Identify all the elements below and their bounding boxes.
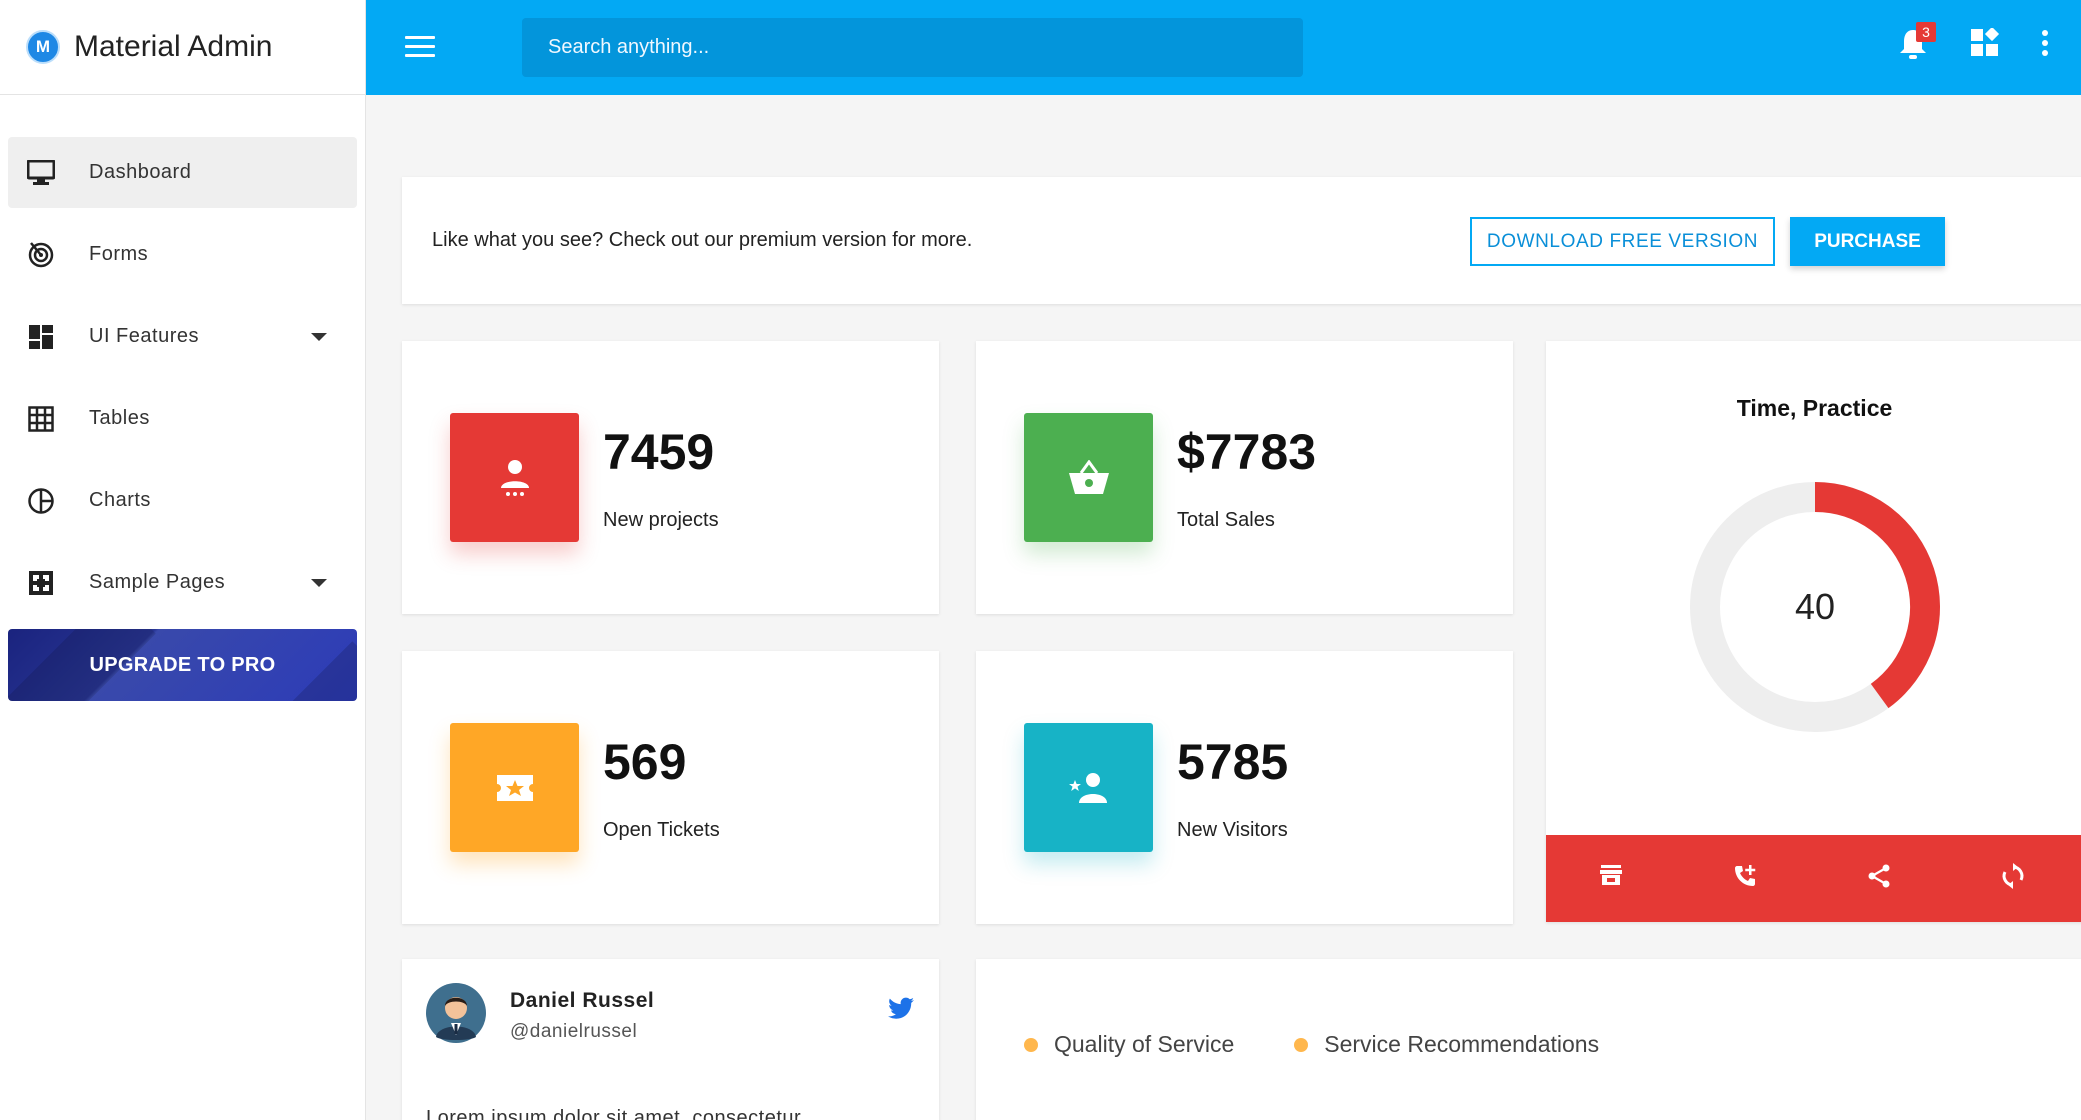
- legend-dot: [1024, 1037, 1038, 1052]
- sidebar-item-tables[interactable]: Tables: [8, 383, 357, 454]
- sidebar-item-label: Charts: [89, 489, 151, 511]
- basket-icon: [1024, 413, 1153, 542]
- stat-value: 5785: [1177, 734, 1289, 790]
- stat-label: New Visitors: [1177, 819, 1288, 841]
- upgrade-label: UPGRADE TO PRO: [89, 653, 276, 676]
- purchase-button[interactable]: PURCHASE: [1790, 217, 1945, 266]
- stat-card-new-projects: 7459 New projects: [402, 341, 939, 614]
- gauge-arc: [1814, 482, 1940, 709]
- stat-label: New projects: [603, 509, 719, 531]
- chart-legend: Quality of Service Service Recommendatio…: [1024, 1031, 1659, 1058]
- download-free-button[interactable]: DOWNLOAD FREE VERSION: [1470, 217, 1775, 266]
- sidebar-item-label: UI Features: [89, 325, 199, 347]
- gauge-chart: 40: [1690, 482, 1940, 732]
- notification-badge: 3: [1916, 22, 1936, 42]
- stat-card-new-visitors: 5785 New Visitors: [976, 651, 1513, 924]
- widgets-icon[interactable]: [1970, 26, 2004, 62]
- bell-icon[interactable]: 3: [1898, 22, 1936, 62]
- topbar: 3: [366, 0, 2081, 95]
- sidebar-item-forms[interactable]: Forms: [8, 219, 357, 290]
- legend-dot: [1294, 1037, 1309, 1052]
- sidebar: M Material Admin Dashboard Forms UI Fe: [0, 0, 366, 1120]
- profile-card: Daniel Russel @danielrussel Lorem ipsum …: [402, 959, 939, 1120]
- sidebar-item-ui-features[interactable]: UI Features: [8, 301, 357, 372]
- stat-value: $7783: [1177, 424, 1317, 480]
- chevron-down-icon[interactable]: [311, 333, 327, 341]
- profile-body: Lorem ipsum dolor sit amet, consectetur: [426, 1107, 802, 1120]
- avatar[interactable]: [426, 983, 486, 1043]
- legend-label: Quality of Service: [1054, 1031, 1235, 1057]
- stat-value: 7459: [603, 424, 715, 480]
- dashboard-grid-icon: [26, 322, 56, 352]
- profile-name: Daniel Russel: [510, 989, 655, 1012]
- monitor-icon: [26, 158, 56, 188]
- gauge-value: 40: [1795, 586, 1835, 627]
- sidebar-item-sample-pages[interactable]: Sample Pages: [8, 547, 357, 618]
- promo-card: Like what you see? Check out our premium…: [402, 177, 2081, 304]
- service-chart-card: Quality of Service Service Recommendatio…: [976, 959, 2081, 1120]
- gauge-footer: [1546, 835, 2081, 922]
- twitter-icon[interactable]: [887, 997, 915, 1021]
- chevron-down-icon[interactable]: [311, 579, 327, 587]
- search-input[interactable]: [522, 18, 1303, 77]
- sidebar-item-label: Dashboard: [89, 161, 192, 183]
- sidebar-item-label: Sample Pages: [89, 571, 226, 593]
- stat-label: Total Sales: [1177, 509, 1275, 531]
- sidebar-item-charts[interactable]: Charts: [8, 465, 357, 536]
- target-icon: [26, 240, 56, 270]
- brand-name: Material Admin: [74, 30, 273, 63]
- legend-item-service-recommendations[interactable]: Service Recommendations: [1294, 1031, 1599, 1058]
- more-vert-icon[interactable]: [2038, 28, 2072, 62]
- phone-add-icon[interactable]: [1732, 863, 1762, 893]
- sidebar-item-dashboard[interactable]: Dashboard: [8, 137, 357, 208]
- legend-item-quality-of-service[interactable]: Quality of Service: [1024, 1031, 1234, 1058]
- store-icon[interactable]: [1598, 863, 1628, 893]
- ticket-icon: [450, 723, 579, 852]
- legend-label: Service Recommendations: [1324, 1031, 1600, 1057]
- stat-card-open-tickets: 569 Open Tickets: [402, 651, 939, 924]
- brand-logo: M: [26, 30, 60, 64]
- sidebar-nav: Dashboard Forms UI Features Tables: [0, 95, 365, 618]
- stat-card-total-sales: $7783 Total Sales: [976, 341, 1513, 614]
- expand-icon: [26, 568, 56, 598]
- user-icon: [450, 413, 579, 542]
- brand[interactable]: M Material Admin: [0, 0, 365, 95]
- gauge-title: Time, Practice: [1736, 395, 1893, 421]
- promo-text: Like what you see? Check out our premium…: [432, 229, 973, 251]
- pie-chart-icon: [26, 486, 56, 516]
- menu-icon[interactable]: [405, 36, 435, 58]
- person-star-icon: [1024, 723, 1153, 852]
- main-content: Like what you see? Check out our premium…: [366, 95, 2081, 1120]
- stat-label: Open Tickets: [603, 819, 720, 841]
- table-grid-icon: [26, 404, 56, 434]
- refresh-icon[interactable]: [2000, 863, 2030, 893]
- gauge-card: Time, Practice 40: [1546, 341, 2081, 922]
- stat-value: 569: [603, 734, 687, 790]
- profile-handle: @danielrussel: [510, 1021, 638, 1042]
- upgrade-button[interactable]: UPGRADE TO PRO: [8, 629, 357, 701]
- share-icon[interactable]: [1866, 863, 1896, 893]
- sidebar-item-label: Tables: [89, 407, 150, 429]
- sidebar-item-label: Forms: [89, 243, 149, 265]
